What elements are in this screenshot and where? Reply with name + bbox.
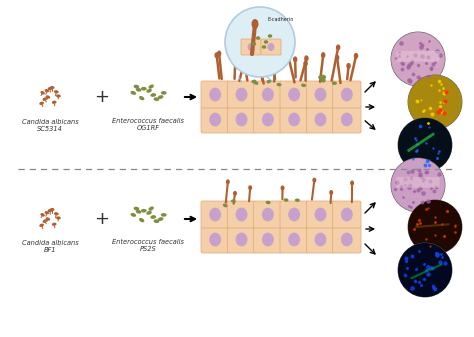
Circle shape xyxy=(391,32,445,86)
Ellipse shape xyxy=(46,95,50,99)
Ellipse shape xyxy=(56,216,61,219)
FancyBboxPatch shape xyxy=(241,39,261,55)
Ellipse shape xyxy=(150,93,156,97)
FancyBboxPatch shape xyxy=(306,106,335,133)
Ellipse shape xyxy=(136,210,141,214)
Ellipse shape xyxy=(252,19,258,29)
Ellipse shape xyxy=(268,34,272,38)
Ellipse shape xyxy=(262,233,274,246)
Ellipse shape xyxy=(321,52,326,58)
Ellipse shape xyxy=(130,213,136,217)
FancyBboxPatch shape xyxy=(261,39,281,55)
Ellipse shape xyxy=(262,45,266,49)
Ellipse shape xyxy=(321,77,326,81)
Ellipse shape xyxy=(329,190,333,195)
Circle shape xyxy=(391,158,445,212)
Circle shape xyxy=(398,118,452,172)
Text: +: + xyxy=(94,210,109,228)
Circle shape xyxy=(408,75,462,129)
Ellipse shape xyxy=(254,81,258,85)
Ellipse shape xyxy=(52,223,56,226)
FancyBboxPatch shape xyxy=(254,81,282,108)
Ellipse shape xyxy=(48,209,52,212)
Ellipse shape xyxy=(256,57,261,62)
Ellipse shape xyxy=(48,87,52,90)
Ellipse shape xyxy=(276,83,282,86)
Ellipse shape xyxy=(40,91,45,95)
Ellipse shape xyxy=(252,42,256,46)
FancyBboxPatch shape xyxy=(201,226,229,253)
FancyBboxPatch shape xyxy=(201,201,229,228)
Ellipse shape xyxy=(315,88,327,101)
Ellipse shape xyxy=(248,185,252,190)
FancyBboxPatch shape xyxy=(333,106,361,133)
Circle shape xyxy=(225,7,295,77)
Ellipse shape xyxy=(209,233,221,246)
Ellipse shape xyxy=(341,233,353,246)
FancyBboxPatch shape xyxy=(254,226,282,253)
Ellipse shape xyxy=(274,50,278,56)
Ellipse shape xyxy=(214,52,219,58)
Ellipse shape xyxy=(264,40,268,44)
Circle shape xyxy=(408,200,462,254)
Ellipse shape xyxy=(134,85,139,89)
Ellipse shape xyxy=(43,219,47,223)
Ellipse shape xyxy=(336,44,340,51)
Ellipse shape xyxy=(288,208,300,221)
Ellipse shape xyxy=(332,82,337,85)
Ellipse shape xyxy=(288,233,300,246)
Ellipse shape xyxy=(141,87,146,91)
Ellipse shape xyxy=(46,217,50,221)
Ellipse shape xyxy=(150,215,156,219)
FancyBboxPatch shape xyxy=(201,81,229,108)
FancyBboxPatch shape xyxy=(280,81,308,108)
Ellipse shape xyxy=(136,88,141,92)
FancyBboxPatch shape xyxy=(333,201,361,228)
Ellipse shape xyxy=(39,224,44,227)
Ellipse shape xyxy=(54,212,59,215)
Circle shape xyxy=(391,158,445,212)
Ellipse shape xyxy=(158,95,164,99)
Ellipse shape xyxy=(236,208,247,221)
FancyBboxPatch shape xyxy=(306,81,335,108)
Ellipse shape xyxy=(236,113,247,126)
Text: Enterococcus faecalis
PS2S: Enterococcus faecalis PS2S xyxy=(112,239,184,252)
Ellipse shape xyxy=(288,113,300,126)
Circle shape xyxy=(398,118,452,172)
Ellipse shape xyxy=(267,43,274,51)
Ellipse shape xyxy=(288,88,300,101)
Ellipse shape xyxy=(262,208,274,221)
Circle shape xyxy=(408,75,462,129)
Ellipse shape xyxy=(321,75,326,79)
FancyBboxPatch shape xyxy=(280,201,308,228)
FancyBboxPatch shape xyxy=(333,81,361,108)
FancyBboxPatch shape xyxy=(254,201,282,228)
Ellipse shape xyxy=(50,86,55,89)
Ellipse shape xyxy=(301,84,306,87)
Ellipse shape xyxy=(141,209,146,213)
Ellipse shape xyxy=(320,79,326,83)
Ellipse shape xyxy=(341,208,353,221)
Ellipse shape xyxy=(251,80,256,83)
Ellipse shape xyxy=(45,211,49,214)
Ellipse shape xyxy=(346,63,351,69)
Ellipse shape xyxy=(209,208,221,221)
Ellipse shape xyxy=(54,90,59,93)
Ellipse shape xyxy=(148,207,154,211)
Ellipse shape xyxy=(139,96,145,100)
Ellipse shape xyxy=(130,91,136,95)
FancyBboxPatch shape xyxy=(333,226,361,253)
Ellipse shape xyxy=(154,219,159,223)
Ellipse shape xyxy=(39,102,44,105)
Ellipse shape xyxy=(262,113,274,126)
Ellipse shape xyxy=(139,218,145,222)
Ellipse shape xyxy=(146,89,152,93)
Ellipse shape xyxy=(335,55,339,61)
Ellipse shape xyxy=(256,36,260,40)
Ellipse shape xyxy=(315,208,327,221)
Ellipse shape xyxy=(236,88,247,101)
Ellipse shape xyxy=(217,51,221,57)
Text: Candida albicans
BF1: Candida albicans BF1 xyxy=(22,240,78,253)
Ellipse shape xyxy=(43,97,47,101)
